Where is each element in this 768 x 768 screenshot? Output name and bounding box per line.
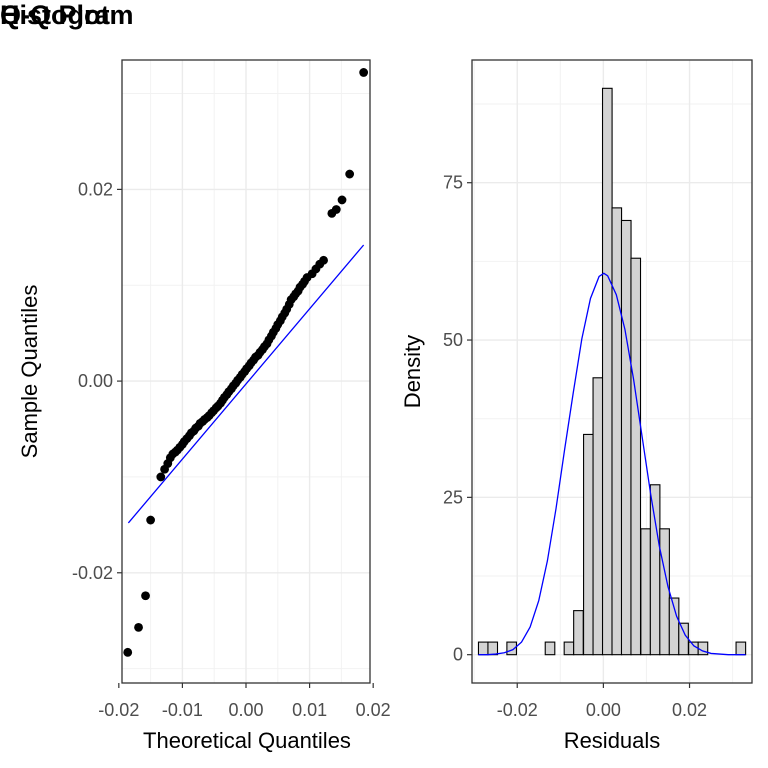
qq-point <box>345 169 355 179</box>
qq-point <box>359 68 369 77</box>
hist-y-tick-label: 0 <box>453 645 463 665</box>
histogram-bar <box>735 641 747 656</box>
qq-y-axis-title: Sample Quantiles <box>17 285 42 459</box>
qq-y-tick-label: -0.02 <box>72 563 113 583</box>
qq-point <box>146 515 156 525</box>
qq-x-tick-label: 0.01 <box>292 700 327 720</box>
histogram-bar <box>659 528 670 656</box>
histogram-bar <box>583 433 594 656</box>
density-curve <box>478 272 746 656</box>
hist-y-axis-title: Density <box>400 335 425 408</box>
histogram-bar <box>688 641 699 656</box>
histogram-bar <box>640 528 651 656</box>
histogram-bar <box>592 377 604 656</box>
qq-plot-title: Q-Q Plot <box>0 0 110 30</box>
hist-x-tick-label: 0.00 <box>586 700 621 720</box>
histogram-bar <box>649 484 661 656</box>
histogram-bar <box>620 219 632 656</box>
qq-x-tick-label: 0.00 <box>228 700 263 720</box>
qq-x-tick-label: -0.01 <box>162 700 203 720</box>
histogram-bar <box>573 610 584 656</box>
hist-x-tick-label: 0.02 <box>672 700 707 720</box>
histogram-bar <box>630 257 642 656</box>
histogram-bar <box>601 87 613 656</box>
histogram-bar <box>544 641 556 656</box>
histogram-bar <box>611 207 623 656</box>
qq-point <box>141 591 150 601</box>
hist-y-tick-label: 75 <box>443 173 463 193</box>
qq-x-tick-label: 0.02 <box>356 700 391 720</box>
hist-y-tick-label: 25 <box>443 487 463 507</box>
qq-y-tick-label: 0.02 <box>78 179 113 199</box>
qq-reference-line <box>127 244 365 524</box>
hist-y-tick-label: 50 <box>443 330 463 350</box>
histogram-bar <box>506 641 518 656</box>
hist-x-axis-title: Residuals <box>564 728 661 753</box>
qq-x-tick-label: -0.02 <box>98 700 139 720</box>
hist-x-tick-label: -0.02 <box>497 700 538 720</box>
histogram-bar <box>697 641 709 656</box>
qq-point <box>156 472 166 482</box>
histogram-bar <box>678 622 689 656</box>
histogram-bar <box>563 641 575 656</box>
qq-point <box>123 647 133 657</box>
qq-y-tick-label: 0.00 <box>78 371 113 391</box>
hist-panel-border <box>471 59 753 684</box>
qq-x-axis-title: Theoretical Quantiles <box>143 728 351 753</box>
histogram-title: Histogram <box>0 0 134 30</box>
qq-point <box>337 195 347 205</box>
qq-point <box>134 623 143 632</box>
histogram-bar <box>487 641 499 656</box>
qq-point <box>331 205 341 214</box>
qq-point <box>319 255 328 265</box>
histogram-bar <box>477 641 489 656</box>
